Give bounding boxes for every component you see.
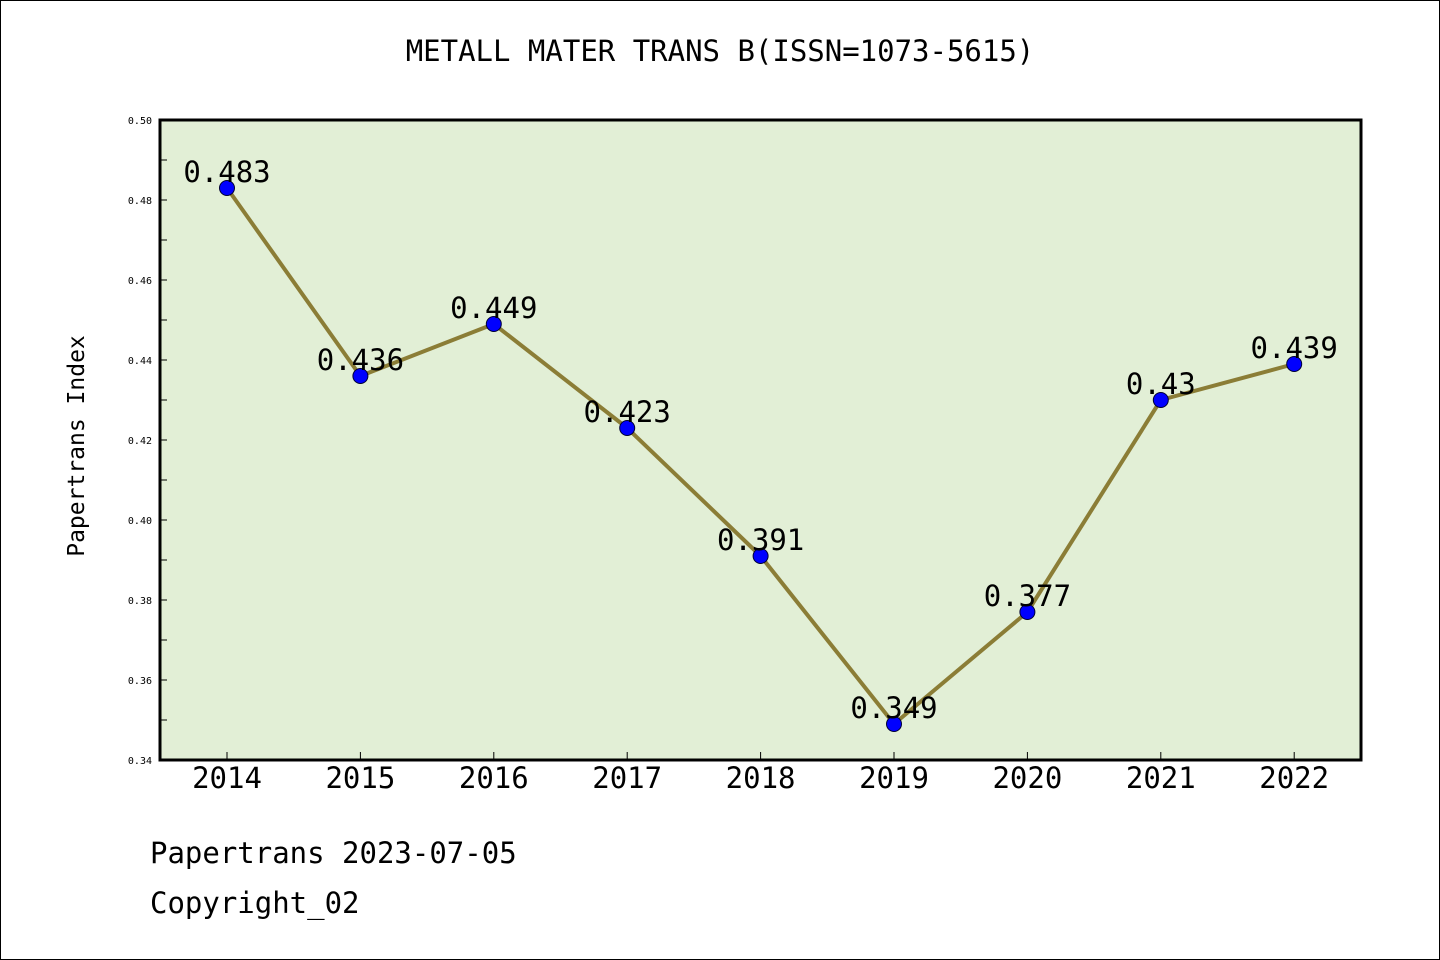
x-tick-label: 2022 xyxy=(1259,761,1329,795)
data-label: 0.43 xyxy=(1126,367,1196,401)
data-label: 0.423 xyxy=(584,395,671,429)
footer-copyright: Copyright_02 xyxy=(150,886,360,920)
footer-date: Papertrans 2023-07-05 xyxy=(150,836,517,870)
y-tick-label: 0.48 xyxy=(128,196,152,207)
data-label: 0.391 xyxy=(717,523,804,557)
data-point-marker xyxy=(352,368,369,384)
x-tick-label: 2017 xyxy=(592,761,662,795)
data-point-marker xyxy=(219,180,235,196)
data-point-marker xyxy=(1019,604,1036,620)
data-label: 0.436 xyxy=(317,343,404,377)
data-point-marker xyxy=(1286,356,1303,372)
data-label: 0.377 xyxy=(984,579,1071,613)
y-tick-label: 0.42 xyxy=(128,436,152,447)
x-tick-label: 2020 xyxy=(992,761,1062,795)
y-tick-label: 0.46 xyxy=(128,276,152,287)
data-label: 0.449 xyxy=(450,291,537,325)
data-point-marker xyxy=(886,716,902,732)
data-point-marker xyxy=(485,316,502,332)
x-tick-label: 2014 xyxy=(192,761,262,795)
x-tick-label: 2016 xyxy=(459,761,529,795)
y-tick-label: 0.34 xyxy=(128,756,152,767)
x-tick-label: 2021 xyxy=(1126,761,1196,795)
data-label: 0.483 xyxy=(183,155,270,189)
x-tick-label: 2015 xyxy=(325,761,395,795)
y-tick-label: 0.38 xyxy=(128,596,152,607)
data-point-marker xyxy=(752,548,769,564)
plot-area xyxy=(158,118,1363,762)
y-tick-label: 0.40 xyxy=(128,516,152,527)
y-axis-label: Papertrans Index xyxy=(64,335,90,557)
x-tick-label: 2019 xyxy=(859,761,929,795)
data-label: 0.439 xyxy=(1251,331,1338,365)
data-label: 0.349 xyxy=(850,691,937,725)
y-tick-label: 0.50 xyxy=(128,116,152,127)
y-tick-label: 0.36 xyxy=(128,676,152,687)
chart-title: METALL MATER TRANS B(ISSN=1073-5615) xyxy=(405,34,1035,68)
data-point-marker xyxy=(1152,392,1169,408)
data-point-marker xyxy=(619,420,636,436)
x-tick-label: 2018 xyxy=(726,761,796,795)
y-tick-label: 0.44 xyxy=(128,356,152,367)
